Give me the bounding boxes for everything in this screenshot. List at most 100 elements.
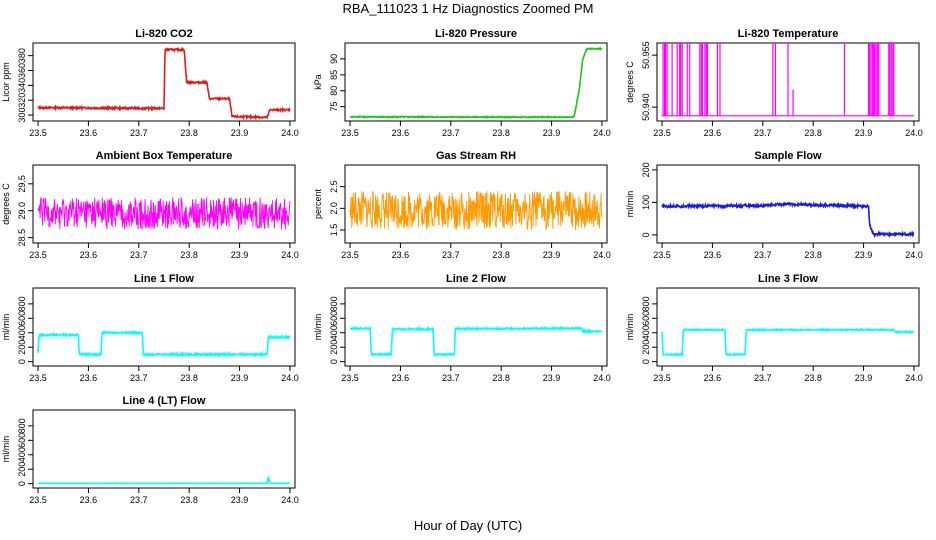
x-tick-label: 23.5 (341, 373, 359, 383)
y-axis-label: ml/min (625, 314, 635, 341)
x-tick-label: 24.0 (593, 128, 611, 138)
x-tick-label: 23.7 (754, 250, 772, 260)
x-tick-label: 23.5 (653, 373, 671, 383)
x-tick-label: 24.0 (905, 250, 923, 260)
y-tick-label: 400 (329, 325, 339, 340)
panel-title: Line 2 Flow (446, 273, 506, 285)
y-axis-label: Licor ppm (1, 62, 11, 102)
x-tick-label: 23.7 (442, 250, 460, 260)
x-tick-label: 23.5 (341, 250, 359, 260)
y-tick-label: 400 (17, 447, 27, 462)
y-axis-label: percent (313, 188, 323, 219)
plot-frame (656, 287, 920, 367)
y-tick-label: 800 (17, 418, 27, 433)
plot-frame (344, 164, 608, 244)
x-tick-label: 24.0 (905, 373, 923, 383)
y-tick-label: 200 (641, 162, 651, 177)
y-tick-label: 200 (641, 340, 651, 355)
x-tick-label: 24.0 (593, 373, 611, 383)
x-tick-label: 23.8 (492, 250, 510, 260)
x-tick-label: 23.8 (180, 250, 198, 260)
y-axis-label: ml/min (1, 436, 11, 463)
panel-2: Li-820 Pressure kPa 23.5 23.6 23.7 23.8 23.9 24… (313, 28, 611, 138)
y-tick-label: 800 (641, 296, 651, 311)
x-tick-label: 23.5 (341, 128, 359, 138)
y-tick-label: 90 (329, 54, 339, 64)
x-tick-label: 23.6 (392, 250, 410, 260)
x-tick-label: 23.6 (80, 128, 98, 138)
y-tick-label: 400 (641, 325, 651, 340)
panel-title: Li-820 Pressure (435, 28, 517, 40)
y-axis-label: ml/min (1, 314, 11, 341)
series-line (349, 46, 603, 120)
x-tick-label: 23.8 (180, 373, 198, 383)
x-tick-label: 23.6 (704, 128, 722, 138)
y-tick-label: 28.5 (17, 229, 27, 247)
panel-title: Li-820 CO2 (135, 28, 192, 40)
x-axis-label: Hour of Day (UTC) (413, 518, 523, 533)
x-tick-label: 23.6 (704, 373, 722, 383)
y-tick-label: 0 (641, 359, 651, 364)
panel-1: Li-820 CO2 Licor ppm 23.5 23.6 23.7 23.8 23.9 2… (1, 28, 299, 138)
series-line (37, 46, 291, 121)
panel-4: Ambient Box Temperature degrees C 23.5 23.6… (1, 150, 299, 260)
x-tick-label: 24.0 (281, 373, 299, 383)
panel-5: Gas Stream RH percent 23.5 23.6 23.7 23.8 23.9… (313, 150, 611, 260)
y-tick-label: 2.5 (329, 180, 339, 193)
plot-frame (32, 287, 296, 367)
series-line (661, 327, 915, 358)
y-axis-label: ml/min (313, 314, 323, 341)
y-tick-label: 0 (329, 359, 339, 364)
y-tick-label: 200 (17, 340, 27, 355)
x-tick-label: 23.9 (855, 373, 873, 383)
x-tick-label: 23.9 (855, 250, 873, 260)
x-tick-label: 23.5 (29, 495, 47, 505)
x-tick-label: 24.0 (281, 250, 299, 260)
x-tick-label: 24.0 (281, 128, 299, 138)
y-tick-label: 29.0 (17, 202, 27, 220)
x-tick-label: 23.9 (543, 250, 561, 260)
panel-6: Sample Flow ml/min 23.5 23.6 23.7 23.8 23.9 24.… (625, 150, 923, 260)
x-tick-label: 23.9 (231, 373, 249, 383)
y-tick-label: 360 (17, 63, 27, 78)
x-tick-label: 23.9 (231, 128, 249, 138)
y-axis-label: ml/min (625, 191, 635, 218)
x-tick-label: 23.6 (80, 373, 98, 383)
y-tick-label: 800 (17, 296, 27, 311)
y-tick-label: 0 (641, 232, 651, 237)
series-line (37, 330, 291, 359)
series-line (37, 197, 291, 230)
x-tick-label: 23.7 (754, 373, 772, 383)
x-tick-label: 23.8 (804, 373, 822, 383)
panel-title: Ambient Box Temperature (96, 150, 233, 162)
series-line (37, 476, 291, 485)
figure-title: RBA_111023 1 Hz Diagnostics Zoomed PM (342, 1, 594, 16)
panel-title: Line 1 Flow (134, 273, 194, 285)
panel-10: Line 4 (LT) Flow ml/min 23.5 23.6 23.7 23.8 23… (1, 395, 299, 505)
y-axis-label: kPa (313, 74, 323, 90)
y-tick-label: 600 (17, 433, 27, 448)
y-axis-label: degrees C (625, 61, 635, 103)
x-tick-label: 23.9 (543, 128, 561, 138)
y-tick-label: 0 (17, 359, 27, 364)
y-tick-label: 380 (17, 48, 27, 63)
x-tick-label: 24.0 (905, 128, 923, 138)
panel-9: Line 3 Flow ml/min 23.5 23.6 23.7 23.8 23.9 24.… (625, 273, 923, 383)
y-tick-label: 80 (329, 86, 339, 96)
panel-title: Line 3 Flow (758, 273, 818, 285)
x-tick-label: 23.7 (130, 128, 148, 138)
series-line (349, 189, 603, 231)
x-tick-label: 23.7 (130, 373, 148, 383)
plot-frame (656, 164, 920, 244)
y-tick-label: 600 (329, 311, 339, 326)
x-tick-label: 23.5 (653, 250, 671, 260)
x-tick-label: 24.0 (281, 495, 299, 505)
x-tick-label: 23.9 (231, 250, 249, 260)
panel-title: Sample Flow (754, 150, 822, 162)
x-tick-label: 23.8 (180, 495, 198, 505)
y-tick-label: 320 (17, 93, 27, 108)
y-tick-label: 1.5 (329, 224, 339, 237)
x-tick-label: 23.9 (231, 495, 249, 505)
plot-frame (344, 42, 608, 122)
